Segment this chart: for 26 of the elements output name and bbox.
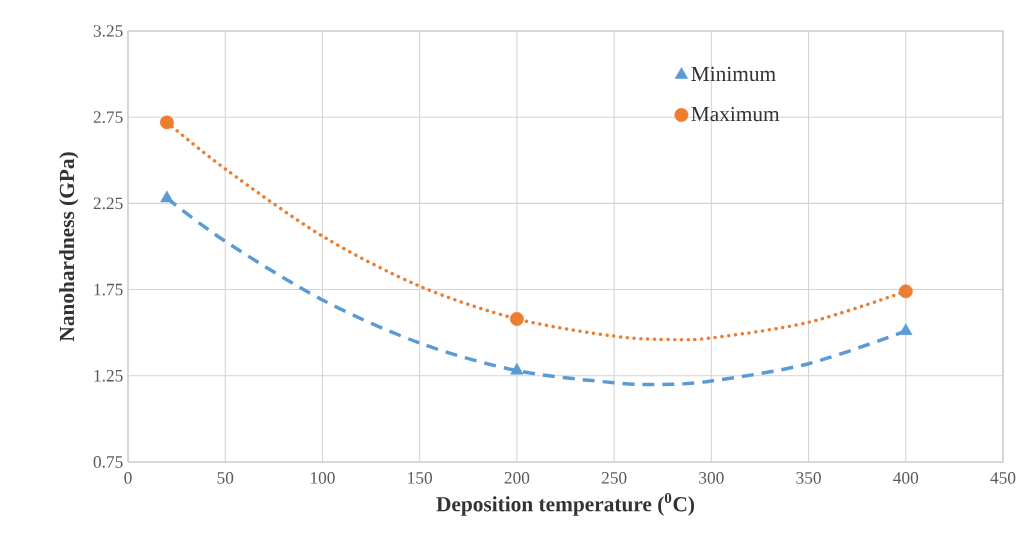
x-tick-label: 350 (796, 472, 821, 484)
x-tick-label: 450 (990, 472, 1016, 484)
x-tick-label: 250 (601, 472, 627, 484)
legend-label: Minimum (691, 66, 776, 82)
x-tick-label: 100 (310, 472, 335, 484)
y-tick-label: 3.25 (93, 25, 123, 37)
point (510, 363, 524, 375)
x-tick-label: 200 (504, 472, 530, 484)
x-tick-label: 50 (217, 472, 234, 484)
legend-label: Maximum (691, 106, 780, 122)
point (160, 190, 174, 203)
x-tick-label: 400 (893, 472, 919, 484)
point (159, 115, 174, 130)
x-tick-label: 0 (124, 472, 132, 484)
y-tick-label: 1.75 (94, 283, 123, 296)
x-tick-label: 150 (408, 472, 433, 484)
y-axis-title: Nanohardness (GPa) (59, 152, 79, 342)
y-tick-label: 2.25 (93, 197, 123, 210)
y-tick-label: 1.25 (94, 369, 123, 382)
y-tick-label: 0.75 (93, 456, 123, 468)
point (898, 284, 913, 299)
point (509, 311, 524, 326)
x-axis-title: Deposition temperature ($^{0}$C) (436, 492, 695, 516)
x-tick-label: 300 (699, 472, 724, 484)
y-tick-label: 2.75 (93, 111, 123, 124)
point (899, 323, 913, 335)
